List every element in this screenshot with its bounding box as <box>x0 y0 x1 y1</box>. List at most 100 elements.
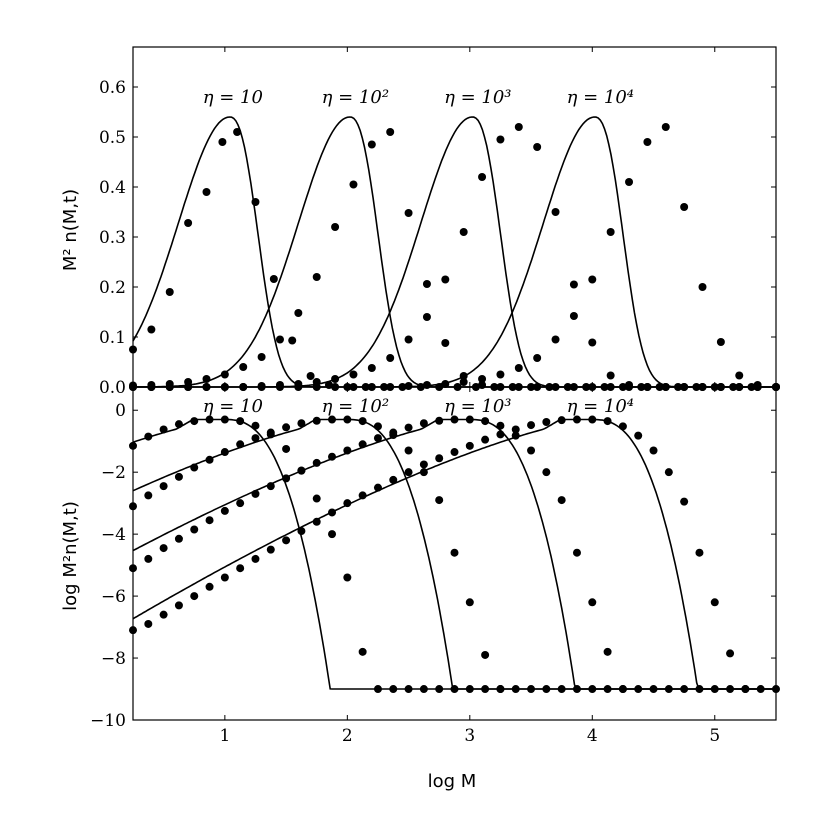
top-data-point <box>294 309 303 317</box>
bottom-data-point <box>710 685 719 694</box>
bottom-data-point <box>465 441 474 450</box>
bottom-data-point <box>282 474 291 483</box>
top-data-point <box>514 123 523 131</box>
bottom-xtick-label: 1 <box>219 726 230 746</box>
bottom-data-point <box>710 598 719 607</box>
top-data-point <box>251 198 260 206</box>
bottom-data-point <box>726 649 735 658</box>
bottom-data-point <box>680 685 689 694</box>
bottom-ylabel: log M²n(M,t) <box>60 501 81 611</box>
bottom-data-point <box>220 573 229 582</box>
bottom-data-point <box>159 610 168 619</box>
bottom-data-point <box>251 421 260 430</box>
top-data-point <box>478 375 487 383</box>
top-model-curve <box>133 116 776 388</box>
top-data-point <box>404 209 413 217</box>
top-data-point <box>422 313 431 321</box>
bottom-data-point <box>236 417 245 426</box>
top-ytick-label: 0.1 <box>99 328 126 348</box>
top-data-point <box>606 228 615 236</box>
bottom-data-point <box>588 685 597 694</box>
bottom-data-point <box>726 685 735 694</box>
bottom-model-curve <box>132 418 776 690</box>
bottom-data-point <box>435 454 444 463</box>
bottom-data-point <box>144 554 153 563</box>
bottom-data-point <box>618 422 627 431</box>
bottom-data-point <box>205 415 214 424</box>
bottom-data-point <box>190 463 199 472</box>
top-eta-label: η = 10³ <box>444 87 511 108</box>
top-ylabel: M² n(M,t) <box>60 189 81 271</box>
bottom-data-point <box>389 475 398 484</box>
top-data-point <box>606 371 615 380</box>
top-data-point <box>404 382 413 390</box>
bottom-data-point <box>404 468 413 477</box>
top-data-point <box>239 363 248 371</box>
top-data-point <box>129 345 137 354</box>
bottom-data-point <box>174 420 183 429</box>
bottom-xtick-label: 3 <box>464 726 475 746</box>
top-data-point <box>698 283 707 291</box>
bottom-data-point <box>266 545 275 554</box>
top-data-point <box>404 335 413 344</box>
top-data-point <box>147 325 156 334</box>
top-data-point <box>386 128 395 136</box>
top-data-point <box>496 370 505 379</box>
top-data-point <box>459 372 468 380</box>
bottom-data-point <box>174 534 183 543</box>
bottom-data-point <box>251 434 260 443</box>
top-data-point <box>331 223 340 231</box>
bottom-xtick-label: 5 <box>709 726 720 746</box>
top-data-point <box>422 381 431 389</box>
bottom-data-point <box>159 425 168 434</box>
bottom-data-point <box>634 685 643 694</box>
top-data-point <box>165 288 174 296</box>
top-data-point <box>202 188 211 196</box>
bottom-eta-label: η = 10 <box>203 396 263 417</box>
bottom-data-point <box>695 685 704 694</box>
bottom-data-point <box>373 685 382 694</box>
bottom-data-point <box>557 496 566 505</box>
bottom-ytick-label: −6 <box>101 587 126 607</box>
bottom-data-point <box>680 497 689 506</box>
bottom-data-point <box>343 573 352 582</box>
bottom-data-point <box>450 415 459 424</box>
bottom-data-point <box>527 421 536 430</box>
top-data-point <box>514 364 523 372</box>
top-ytick-label: 0.0 <box>99 378 126 398</box>
top-ytick-label: 0.5 <box>99 128 126 148</box>
top-data-point <box>233 128 242 136</box>
bottom-data-point <box>511 425 520 434</box>
bottom-data-point <box>772 685 780 694</box>
bottom-data-point <box>404 423 413 432</box>
top-data-point <box>625 381 634 389</box>
bottom-data-point <box>527 685 536 694</box>
bottom-data-point <box>220 506 229 515</box>
bottom-eta-label: η = 10⁴ <box>567 396 634 417</box>
bottom-data-point <box>297 419 306 428</box>
bottom-data-point <box>251 489 260 498</box>
bottom-data-point <box>511 431 520 440</box>
bottom-data-point <box>266 482 275 491</box>
bottom-data-point <box>190 417 199 426</box>
top-data-point <box>533 354 542 362</box>
top-ytick-label: 0.2 <box>99 278 126 298</box>
top-model-curve <box>133 116 776 388</box>
bottom-data-point <box>129 564 137 573</box>
bottom-data-point <box>465 415 474 424</box>
bottom-data-point <box>572 685 581 694</box>
bottom-data-point <box>251 554 260 563</box>
top-data-point <box>220 370 229 379</box>
bottom-data-point <box>496 421 505 430</box>
bottom-data-point <box>435 685 444 694</box>
bottom-data-point <box>220 415 229 424</box>
top-data-point <box>735 371 744 380</box>
bottom-data-point <box>557 416 566 425</box>
bottom-plot-frame <box>132 386 777 721</box>
bottom-data-point <box>481 650 490 659</box>
bottom-xtick-label: 4 <box>587 726 598 746</box>
bottom-data-point <box>419 468 428 477</box>
bottom-panel: 0 −2 −4 −6 −8 −10 1 2 3 4 5 η = 10 η = 10² η = 10³ η =… <box>90 386 780 746</box>
bottom-data-point <box>572 548 581 557</box>
bottom-data-point <box>220 448 229 457</box>
